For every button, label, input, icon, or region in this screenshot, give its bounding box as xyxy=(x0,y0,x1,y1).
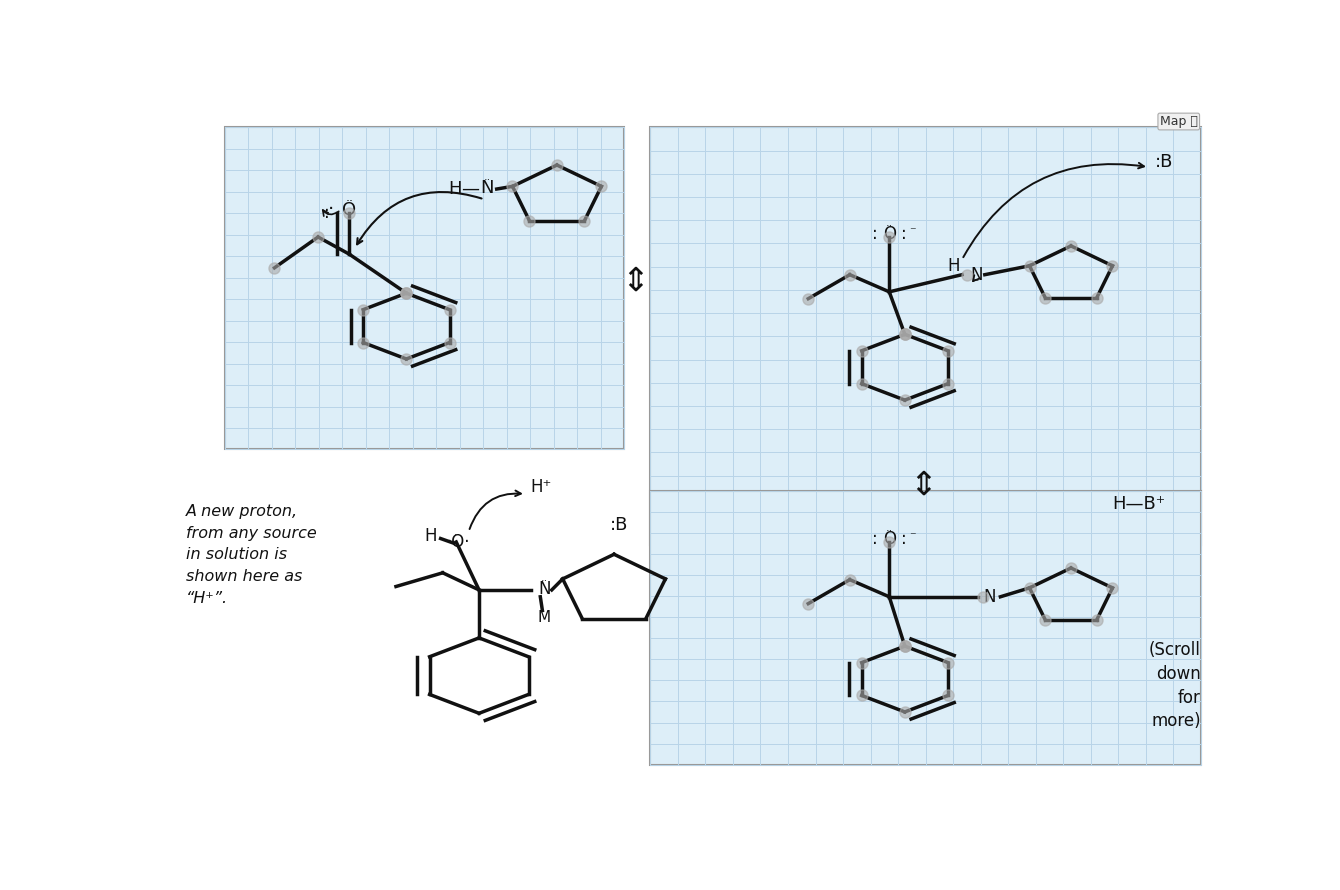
Text: N: N xyxy=(970,266,982,284)
Text: ..: .. xyxy=(454,527,461,537)
Text: :: : xyxy=(900,530,907,548)
Text: A new proton,
from any source
in solution is
shown here as
“H⁺”.: A new proton, from any source in solutio… xyxy=(186,505,318,606)
Text: ⁻: ⁻ xyxy=(909,530,915,543)
Text: ..: .. xyxy=(541,572,548,583)
Text: ⇕: ⇕ xyxy=(910,469,938,502)
Text: :: : xyxy=(872,225,878,243)
Text: N: N xyxy=(481,179,494,197)
Text: ·O·: ·O· xyxy=(446,533,470,551)
Text: :B: :B xyxy=(610,516,628,534)
Text: ..: .. xyxy=(886,218,892,229)
Text: O: O xyxy=(883,530,895,548)
Text: :B: :B xyxy=(1155,152,1174,171)
Text: O: O xyxy=(342,200,356,219)
Text: ..: .. xyxy=(346,191,354,205)
Text: ..: .. xyxy=(484,172,490,182)
Bar xyxy=(650,490,1201,765)
Text: ·: · xyxy=(327,200,334,219)
Text: H: H xyxy=(947,257,959,276)
Text: M: M xyxy=(537,610,551,625)
Text: H: H xyxy=(449,180,462,198)
Text: ⇕: ⇕ xyxy=(620,265,649,298)
Text: H: H xyxy=(423,528,437,546)
Text: N: N xyxy=(984,587,996,606)
Text: Map 🗺: Map 🗺 xyxy=(1160,115,1198,128)
Text: —: — xyxy=(461,180,478,198)
Text: (Scroll
down
for
more): (Scroll down for more) xyxy=(1148,642,1201,731)
Text: N: N xyxy=(539,579,551,597)
Text: :: : xyxy=(323,204,330,222)
Text: H⁺: H⁺ xyxy=(531,478,552,496)
Text: :: : xyxy=(900,225,907,243)
Text: H—B⁺: H—B⁺ xyxy=(1112,495,1164,514)
Bar xyxy=(650,127,1201,546)
Bar xyxy=(225,127,624,449)
Text: ..: .. xyxy=(886,523,892,533)
Text: O: O xyxy=(883,225,895,243)
Text: :: : xyxy=(872,530,878,548)
Text: ⁻: ⁻ xyxy=(909,225,915,238)
